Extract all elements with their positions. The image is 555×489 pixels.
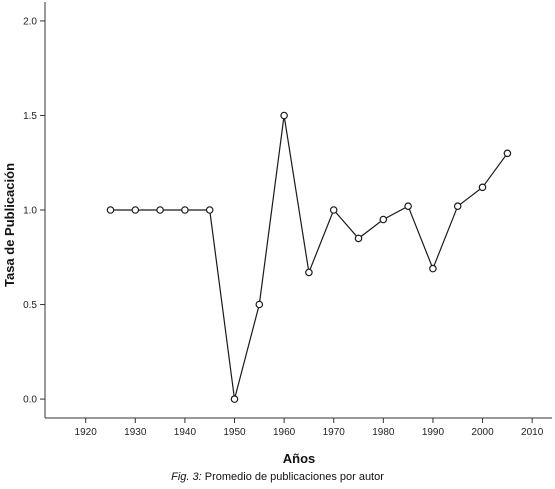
data-point [230,395,239,403]
y-tick-label: 1.0 [23,206,37,217]
data-point [255,300,264,309]
data-point [106,206,115,214]
x-tick-label: 2010 [521,427,544,438]
figure-caption: Fig. 3: Promedio de publicaciones por au… [0,471,555,483]
series-line [110,115,508,400]
caption-figure-label: Fig. 3: [171,471,202,483]
data-point [429,264,437,273]
x-tick-label: 1970 [323,427,346,438]
data-point [379,215,388,224]
y-tick-label: 2.0 [23,16,37,27]
x-tick-label: 1920 [75,427,98,438]
y-tick-label: 0.0 [23,395,37,406]
x-tick-label: 1960 [273,427,296,438]
data-point [156,206,164,214]
y-tick-label: 0.5 [23,300,37,311]
data-point [280,111,288,120]
caption-text: Promedio de publicaciones por autor [204,471,384,483]
x-tick-label: 2000 [471,427,494,438]
y-tick-label: 1.5 [23,111,37,122]
data-point [181,206,189,214]
data-point [305,268,313,277]
y-axis: 0.0 0.5 1.0 1.5 2.0 [23,2,46,418]
x-axis: 1920 1930 1940 1950 1960 1970 1980 1990 2000 2010 [45,417,552,438]
x-tick-label: 1990 [422,427,445,438]
y-axis-title: Tasa de Publicación [2,163,17,287]
data-point [354,234,363,243]
x-tick-label: 1930 [124,427,147,438]
data-point [478,183,487,192]
x-tick-label: 1940 [174,427,197,438]
data-point [503,149,512,158]
data-point [329,206,338,214]
series-layer [106,111,512,403]
x-axis-title: Años [283,451,316,466]
data-point [205,206,214,214]
data-point [131,206,140,214]
data-point [404,202,412,211]
data-point [453,202,462,211]
x-tick-label: 1980 [372,427,395,438]
x-tick-label: 1950 [223,427,246,438]
